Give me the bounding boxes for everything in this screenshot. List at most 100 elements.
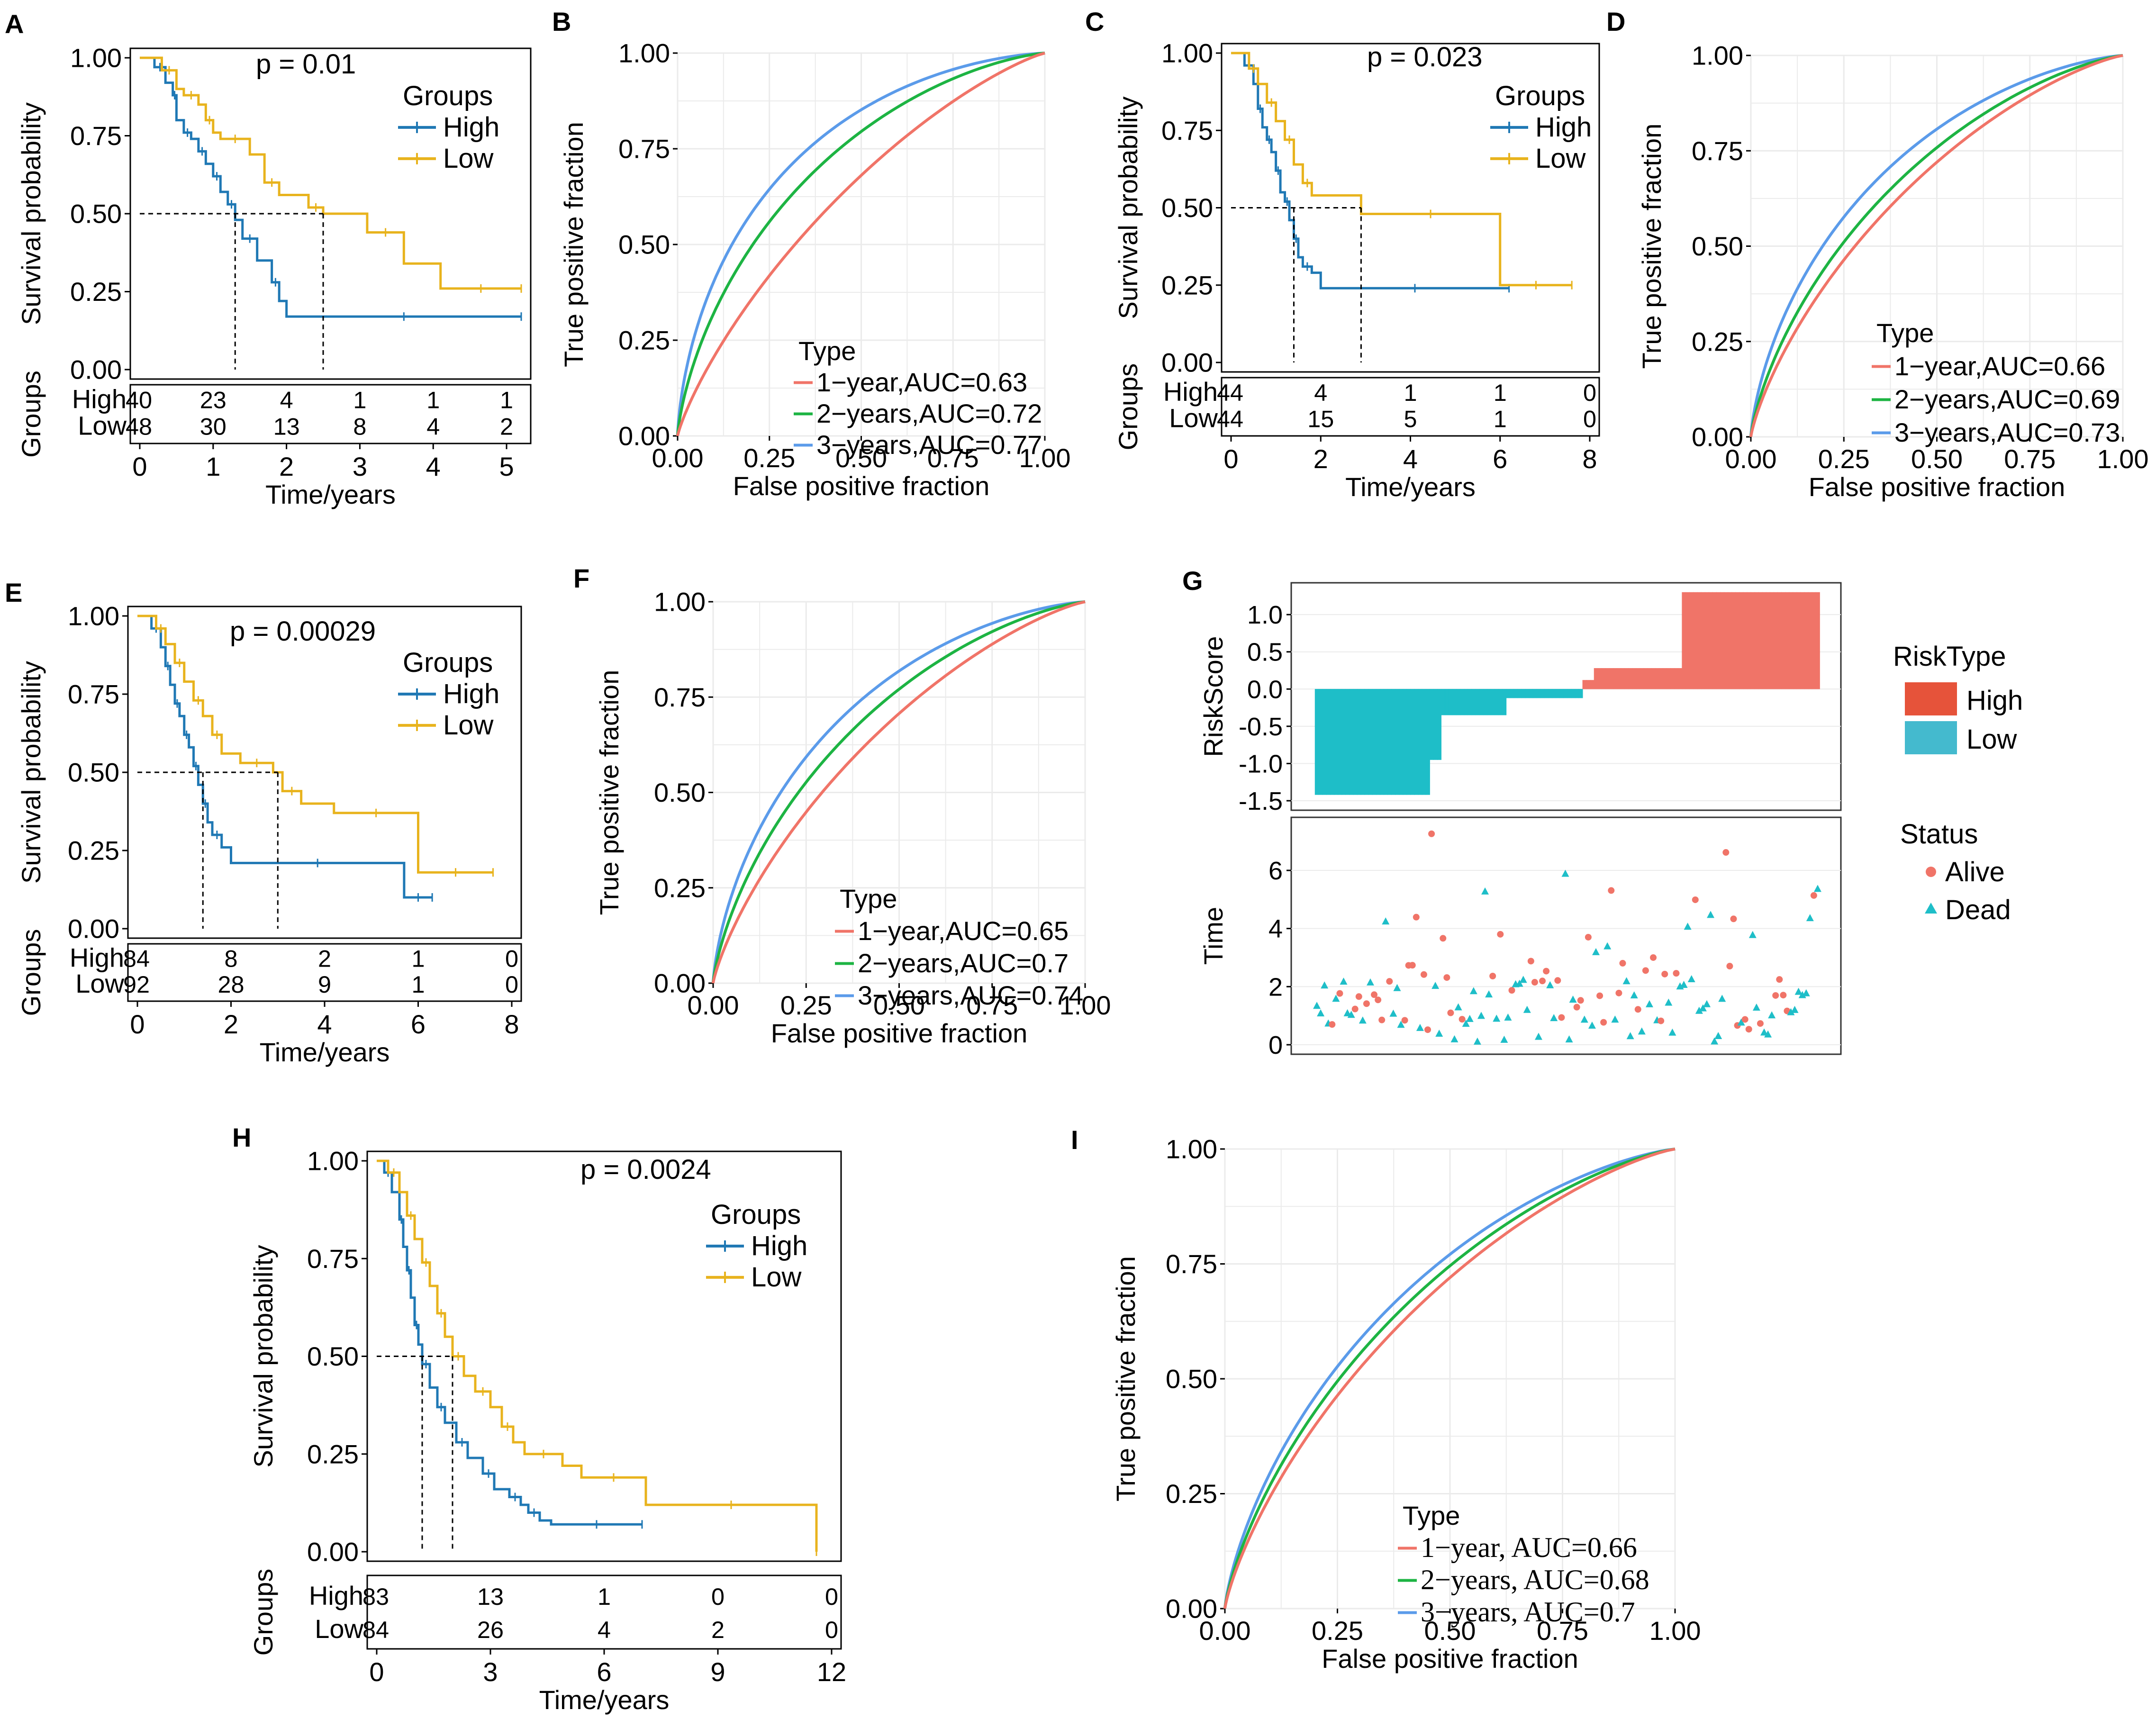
risk-table-count: 83 [362,1583,389,1610]
legend-label-2-years: 2−years,AUC=0.69 [1894,384,2120,414]
risk-bar [1655,668,1659,689]
risk-table-count: 1 [1494,379,1507,406]
status-point-dead [1592,948,1600,955]
status-point-dead [1313,1002,1321,1009]
status-point-alive [1658,1017,1665,1024]
legend-label-low: Low [1966,724,2018,755]
risk-table-count: 13 [273,413,300,440]
risk-bar [1728,592,1732,689]
x-tick-label: 12 [817,1657,846,1687]
risk-bar [1624,668,1629,689]
risk-table-count: 8 [353,413,366,440]
y-tick-label: 0.75 [1692,136,1743,166]
risk-table-count: 84 [123,945,150,972]
y-tick-label: 1.00 [307,1146,359,1176]
status-point-dead [1431,982,1440,989]
status-point-dead [1687,975,1695,982]
x-tick-label: 0.50 [873,990,925,1020]
status-point-alive [1608,887,1615,894]
km-panel-H: 0.00 0.25 0.50 0.75 1.00 Survival probability… [248,1146,846,1715]
risk-bar [1422,689,1426,795]
risk-bar [1399,689,1404,795]
x-tick-label: 0.00 [1199,1616,1251,1646]
roc-curve-1-year [676,52,1045,436]
risk-table-count: 2 [318,945,331,972]
x-tick-label: 1.00 [1649,1616,1701,1646]
legend-label-1-year: 1−year,AUC=0.65 [858,916,1069,946]
y-tick-label: 0.00 [654,968,706,998]
y-axis-label: Survival probability [1113,97,1143,319]
legend-title: Groups [711,1199,801,1230]
x-tick-label: 0.50 [1911,444,1963,474]
y-tick-label: 0.00 [1161,348,1213,378]
survival-curve-low [377,1159,818,1552]
legend-key-dead [1925,903,1937,914]
status-point-alive [1650,954,1657,961]
risk-bar [1701,592,1705,689]
legend-title: Groups [403,647,493,678]
status-point-dead [1638,1027,1646,1035]
x-tick-label: 0.75 [2004,444,2056,474]
roc-curve-3-years [676,52,1045,436]
x-tick-label: 0.00 [652,443,704,473]
risk-bar [1460,689,1465,715]
risk-bar [1345,689,1350,795]
x-tick-label: 1.00 [2097,444,2149,474]
risk-bar [1540,689,1545,698]
risk-table-count: 26 [477,1616,504,1643]
x-tick-label: 5 [499,452,514,481]
status-point-dead [1665,998,1673,1006]
y-tick-label: 0.25 [654,873,706,903]
risk-table-count: 1 [353,387,366,414]
risk-bar [1793,592,1797,689]
status-point-alive [1634,1006,1641,1013]
risk-table-count: 23 [200,387,226,414]
legend-label-1-year: 1−year, AUC=0.66 [1421,1532,1637,1563]
status-point-alive [1428,830,1435,837]
y-tick-label: 0.00 [1692,422,1743,452]
status-point-dead [1366,978,1374,986]
risk-bar [1586,680,1591,689]
risk-bar [1391,689,1396,795]
status-point-alive [1329,1021,1336,1028]
status-point-alive [1600,1019,1607,1026]
risk-bar [1548,689,1553,698]
risk-bar [1384,689,1388,795]
y-tick-label: 0.00 [68,914,119,944]
status-point-dead [1481,887,1489,895]
risk-table-count: 44 [1217,379,1243,406]
risk-bar [1739,592,1744,689]
legend-label-2-years: 2−years,AUC=0.72 [816,398,1042,428]
x-tick-label: 0.25 [1312,1616,1363,1646]
risk-table-count: 0 [505,945,518,972]
risk-bar [1349,689,1354,795]
legend-key-low [1905,721,1957,754]
status-point-dead [1317,1009,1325,1017]
status-point-dead [1340,977,1348,985]
x-tick-label: 0.50 [1424,1616,1476,1646]
risk-table-count: 1 [411,945,425,972]
risk-bar [1678,668,1683,689]
status-point-alive [1722,849,1730,856]
risk-bar [1490,689,1495,715]
risk-table-count: 5 [1404,406,1417,433]
risk-bar [1364,689,1369,795]
y-tick-label: 0.25 [1161,270,1213,300]
panel-label-I: I [1071,1125,1078,1155]
x-axis-label: False positive fraction [733,471,990,501]
y-tick-label: 1.00 [618,38,670,68]
panel-label-E: E [5,578,22,607]
y-axis-label: Survival probability [248,1245,278,1468]
status-point-dead [1523,1005,1531,1013]
x-tick-label: 4 [317,1009,332,1039]
legend-key-high [1905,682,1957,715]
risk-table-axis-label: Groups [16,371,46,458]
y-tick-label: 0.25 [307,1439,359,1469]
risk-table-count: 1 [500,387,513,414]
risk-bar [1326,689,1331,795]
y-axis-label: Survival probability [16,102,46,325]
risk-bar [1693,592,1698,689]
y-tick-label: 0.75 [654,682,706,712]
status-point-dead [1466,1014,1474,1022]
status-point-dead [1622,977,1631,985]
